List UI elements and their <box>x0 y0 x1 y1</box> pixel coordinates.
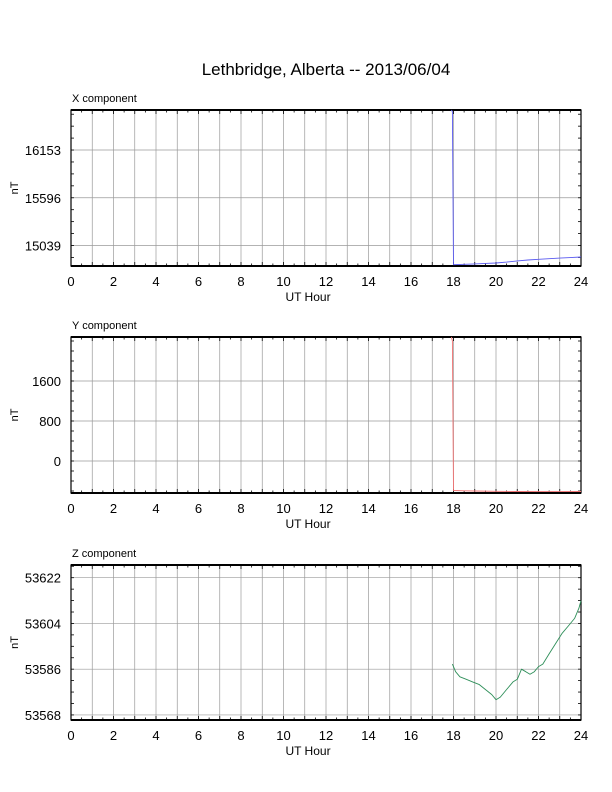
x-tick-label: 24 <box>574 501 588 516</box>
x-tick-label: 2 <box>110 728 117 743</box>
x-tick-label: 0 <box>67 501 74 516</box>
panel-title-x: X component <box>72 93 137 105</box>
y-tick-label: 800 <box>39 414 61 429</box>
panel-title-y: Y component <box>72 320 137 332</box>
x-tick-label: 10 <box>276 501 290 516</box>
x-tick-label: 2 <box>110 274 117 289</box>
y-axis-label-y: nT <box>9 408 21 421</box>
grid-z <box>71 565 581 720</box>
series-line-y <box>450 336 582 493</box>
x-tick-label: 12 <box>319 728 333 743</box>
y-tick-label: 53604 <box>25 616 61 631</box>
x-tick-label: 18 <box>446 501 460 516</box>
y-tick-label: 53586 <box>25 662 61 677</box>
series-line-x <box>451 109 582 266</box>
x-tick-label: 22 <box>531 728 545 743</box>
y-tick-label: 53568 <box>25 708 61 723</box>
y-axis-label-x: nT <box>9 181 21 194</box>
x-tick-label: 12 <box>319 274 333 289</box>
panel-title-z: Z component <box>72 548 136 560</box>
x-axis-label-x: UT Hour <box>285 290 330 304</box>
x-tick-label: 2 <box>110 501 117 516</box>
grid-x <box>71 110 581 266</box>
x-tick-label: 6 <box>195 501 202 516</box>
grid-y <box>71 337 581 493</box>
x-tick-label: 4 <box>152 501 159 516</box>
x-tick-label: 10 <box>276 728 290 743</box>
x-tick-label: 8 <box>237 501 244 516</box>
x-tick-label: 4 <box>152 274 159 289</box>
x-tick-label: 10 <box>276 274 290 289</box>
x-tick-label: 12 <box>319 501 333 516</box>
x-tick-label: 6 <box>195 274 202 289</box>
y-tick-label: 0 <box>54 454 61 469</box>
x-tick-label: 20 <box>489 501 503 516</box>
x-tick-label: 8 <box>237 274 244 289</box>
x-tick-label: 14 <box>361 274 375 289</box>
x-tick-label: 16 <box>404 274 418 289</box>
x-tick-label: 24 <box>574 274 588 289</box>
x-tick-label: 8 <box>237 728 244 743</box>
figure-title: Lethbridge, Alberta -- 2013/06/04 <box>202 60 451 79</box>
x-tick-label: 20 <box>489 728 503 743</box>
y-tick-label: 1600 <box>32 374 61 389</box>
series-line-z <box>451 600 582 701</box>
y-tick-label: 15039 <box>25 239 61 254</box>
y-tick-label: 15596 <box>25 191 61 206</box>
y-tick-label: 53622 <box>25 571 61 586</box>
x-axis-label-y: UT Hour <box>285 517 330 531</box>
x-tick-label: 24 <box>574 728 588 743</box>
x-tick-label: 0 <box>67 728 74 743</box>
x-tick-label: 16 <box>404 501 418 516</box>
x-tick-label: 20 <box>489 274 503 289</box>
x-tick-label: 4 <box>152 728 159 743</box>
x-tick-label: 22 <box>531 501 545 516</box>
x-tick-label: 22 <box>531 274 545 289</box>
x-tick-label: 18 <box>446 274 460 289</box>
y-tick-label: 16153 <box>25 143 61 158</box>
y-axis-label-z: nT <box>9 636 21 649</box>
x-axis-label-z: UT Hour <box>285 744 330 758</box>
x-tick-label: 18 <box>446 728 460 743</box>
x-tick-label: 6 <box>195 728 202 743</box>
x-tick-label: 0 <box>67 274 74 289</box>
x-tick-label: 14 <box>361 728 375 743</box>
x-tick-label: 14 <box>361 501 375 516</box>
x-tick-label: 16 <box>404 728 418 743</box>
